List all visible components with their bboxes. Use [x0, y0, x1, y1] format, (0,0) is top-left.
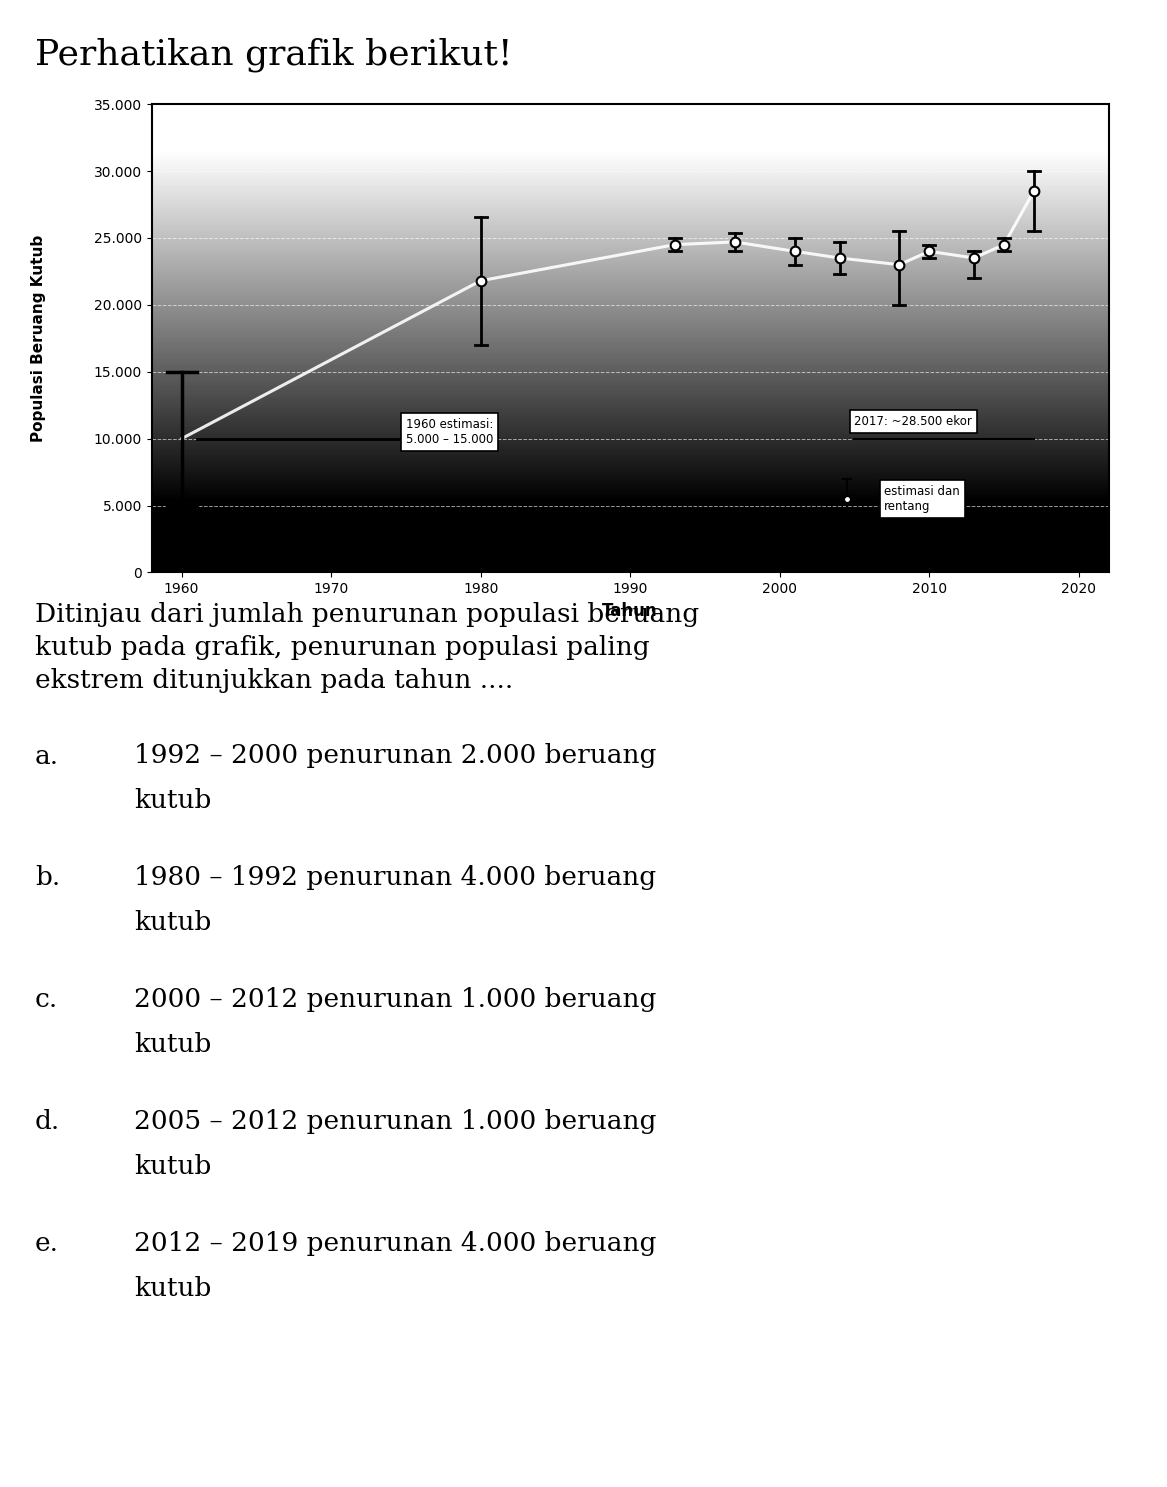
Text: estimasi dan
rentang: estimasi dan rentang: [885, 485, 960, 513]
Text: c.: c.: [35, 987, 58, 1013]
Text: Ditinjau dari jumlah penurunan populasi beruang
kutub pada grafik, penurunan pop: Ditinjau dari jumlah penurunan populasi …: [35, 602, 699, 693]
Text: 2000 – 2012 penurunan 1.000 beruang: 2000 – 2012 penurunan 1.000 beruang: [134, 987, 657, 1013]
Text: kutub: kutub: [134, 1276, 211, 1301]
X-axis label: Tahun: Tahun: [602, 602, 658, 620]
Text: kutub: kutub: [134, 1154, 211, 1179]
Text: 1992 – 2000 penurunan 2.000 beruang: 1992 – 2000 penurunan 2.000 beruang: [134, 744, 657, 769]
Text: kutub: kutub: [134, 788, 211, 813]
Text: 2012 – 2019 penurunan 4.000 beruang: 2012 – 2019 penurunan 4.000 beruang: [134, 1231, 657, 1257]
Y-axis label: Populasi Beruang Kutub: Populasi Beruang Kutub: [32, 235, 47, 442]
Text: e.: e.: [35, 1231, 60, 1257]
Text: 1980 – 1992 penurunan 4.000 beruang: 1980 – 1992 penurunan 4.000 beruang: [134, 865, 657, 891]
Text: kutub: kutub: [134, 910, 211, 935]
Text: a.: a.: [35, 744, 60, 769]
Text: d.: d.: [35, 1109, 61, 1135]
Text: 1960 estimasi:
5.000 – 15.000: 1960 estimasi: 5.000 – 15.000: [406, 418, 494, 446]
Text: kutub: kutub: [134, 1032, 211, 1057]
Text: b.: b.: [35, 865, 61, 891]
Text: 2005 – 2012 penurunan 1.000 beruang: 2005 – 2012 penurunan 1.000 beruang: [134, 1109, 657, 1135]
Text: Perhatikan grafik berikut!: Perhatikan grafik berikut!: [35, 37, 512, 71]
Text: 2017: ~28.500 ekor: 2017: ~28.500 ekor: [854, 415, 972, 428]
